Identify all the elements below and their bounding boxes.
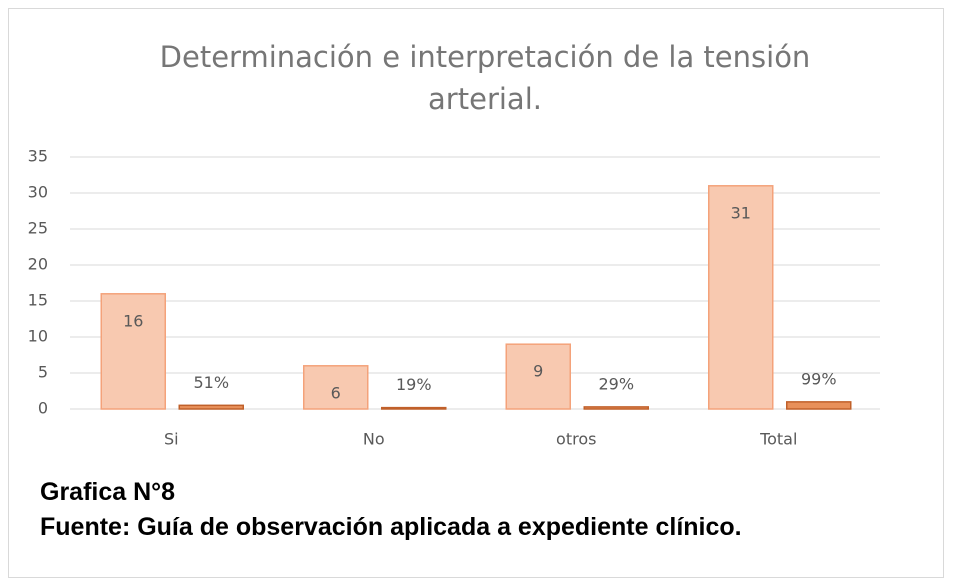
bar <box>505 343 571 410</box>
y-tick-label: 10 <box>28 327 48 346</box>
y-tick-label: 15 <box>28 291 48 310</box>
y-tick-label: 5 <box>38 363 48 382</box>
y-tick-label: 30 <box>28 183 48 202</box>
y-tick-label: 0 <box>38 399 48 418</box>
data-label: 29% <box>598 374 634 393</box>
bar <box>178 404 244 410</box>
y-tick-label: 25 <box>28 219 48 238</box>
data-label: 6 <box>331 383 341 402</box>
chart-title: Determinación e interpretación de la ten… <box>159 40 811 116</box>
data-label: 31 <box>731 203 751 222</box>
y-tick-label: 20 <box>28 255 48 274</box>
data-label: 9 <box>533 362 543 381</box>
bar <box>100 293 166 410</box>
data-label: 99% <box>801 369 837 388</box>
x-tick-label: Total <box>759 430 797 449</box>
bar <box>381 406 447 410</box>
chart-frame <box>8 8 944 578</box>
x-tick-label: otros <box>556 430 596 449</box>
x-tick-label: No <box>363 430 385 449</box>
bar <box>786 401 852 410</box>
data-label: 51% <box>193 373 229 392</box>
y-tick-label: 35 <box>28 147 48 166</box>
data-label: 19% <box>396 375 432 394</box>
bar <box>708 185 774 410</box>
x-tick-label: Si <box>164 430 179 449</box>
data-label: 16 <box>123 311 143 330</box>
caption: Fuente: Guía de observación aplicada a e… <box>40 513 742 541</box>
caption: Grafica N°8 <box>40 478 176 506</box>
bar <box>303 365 369 410</box>
bar <box>583 406 649 410</box>
